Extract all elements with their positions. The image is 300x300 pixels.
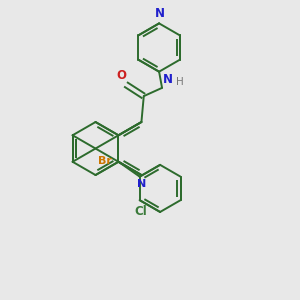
Text: Br: Br (98, 156, 112, 166)
Text: H: H (176, 77, 183, 87)
Text: Cl: Cl (135, 205, 148, 218)
Text: N: N (155, 7, 165, 20)
Text: N: N (137, 178, 147, 189)
Text: O: O (116, 69, 126, 82)
Text: N: N (163, 73, 173, 85)
